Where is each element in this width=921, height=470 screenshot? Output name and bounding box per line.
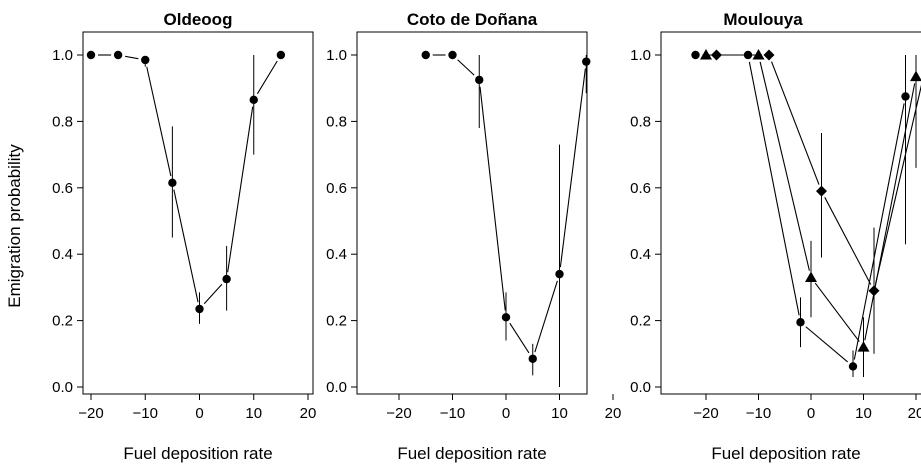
y-tick-label: 0.0: [630, 379, 651, 396]
data-layer: [691, 49, 921, 378]
data-point-triangle: [805, 271, 817, 282]
data-point-circle: [901, 92, 910, 101]
data-point-circle: [249, 95, 258, 105]
y-tick-label: 0.4: [52, 246, 73, 263]
series-line-segment: [457, 59, 475, 76]
panel-3: Moulouya 0.0 0.2 0.4 0.6 0.8 1.0 −20 −10 0 10 20 Fue…: [630, 10, 921, 463]
x-tick-label: 20: [908, 405, 921, 422]
data-point-circle: [421, 50, 430, 60]
data-point-triangle: [700, 49, 712, 60]
x-tick-label: −20: [693, 405, 718, 422]
panel-title: Moulouya: [723, 10, 803, 29]
data-point-circle: [528, 354, 537, 363]
y-tick-label: 0.8: [326, 113, 347, 130]
series-line-segment: [824, 197, 872, 285]
y-tick-label: 0.6: [326, 180, 347, 197]
data-point-circle: [113, 50, 123, 60]
series-line-segment: [203, 283, 223, 305]
data-point-circle: [168, 178, 177, 188]
panel-title: Coto de Doñana: [407, 10, 538, 29]
data-point-circle: [448, 50, 457, 60]
series-line-segment: [853, 103, 905, 360]
series-line-segment: [173, 189, 199, 303]
y-tick-label: 0.8: [630, 113, 651, 130]
data-point-circle: [475, 75, 484, 85]
plot-frame: [660, 31, 921, 395]
y-tick-label: 0.0: [52, 379, 73, 396]
x-tick-label: −20: [386, 405, 411, 422]
x-axis-label: Fuel deposition rate: [711, 444, 860, 463]
y-tick-label: 0.6: [52, 180, 73, 197]
data-point-circle: [276, 50, 286, 60]
x-tick-label: 0: [195, 405, 203, 422]
x-tick-label: −20: [78, 405, 103, 422]
y-tick-label: 0.6: [630, 180, 651, 197]
data-point-circle: [141, 55, 150, 65]
x-tick-label: 20: [300, 405, 317, 422]
data-layer: [86, 50, 286, 324]
data-point-circle: [86, 50, 96, 60]
x-tick-label: 0: [502, 405, 510, 422]
data-point-triangle: [857, 341, 870, 352]
y-tick-label: 0.4: [630, 246, 651, 263]
x-tick-label: 20: [605, 405, 622, 422]
data-point-triangle: [752, 49, 765, 60]
data-point-diamond: [816, 185, 827, 197]
y-axis-label: Emigration probability: [5, 144, 24, 308]
x-tick-label: 10: [245, 405, 262, 422]
data-point-circle: [582, 57, 591, 66]
series-line-segment: [875, 84, 921, 285]
data-point-diamond: [868, 285, 880, 297]
data-point-circle: [555, 269, 564, 279]
y-tick-label: 0.2: [326, 313, 347, 330]
data-point-circle: [222, 274, 231, 284]
data-layer: [421, 50, 591, 387]
series-line-segment: [864, 83, 916, 341]
x-tick-label: −10: [746, 405, 771, 422]
x-tick-label: 0: [807, 405, 815, 422]
y-tick-label: 0.8: [52, 113, 73, 130]
data-point-circle: [501, 313, 511, 322]
series-line-segment: [805, 326, 848, 363]
y-tick-label: 1.0: [630, 47, 651, 64]
x-tick-label: 10: [855, 405, 872, 422]
x-tick-label: −10: [440, 405, 465, 422]
panel-1: Oldeoog 0.0 0.2 0.4 0.6 0.8 1.0 −20 −10 0 10 20 Fuel…: [52, 10, 316, 463]
series-line-segment: [759, 61, 810, 271]
data-point-diamond: [763, 49, 775, 61]
series-line-segment: [227, 106, 254, 273]
series-line-segment: [256, 60, 278, 95]
y-tick-label: 0.2: [630, 313, 651, 330]
data-point-circle: [195, 304, 204, 314]
data-point-circle: [796, 318, 805, 327]
x-axis-label: Fuel deposition rate: [123, 444, 272, 463]
series-line-segment: [748, 61, 800, 316]
series-line-segment: [124, 55, 139, 60]
series-line-segment: [814, 282, 860, 342]
panel-title: Oldeoog: [164, 10, 233, 29]
data-point-diamond: [711, 49, 722, 61]
y-tick-label: 1.0: [326, 47, 347, 64]
y-tick-label: 0.2: [52, 313, 73, 330]
series-line-segment: [559, 68, 586, 268]
series-line-segment: [771, 61, 820, 185]
series-line-segment: [146, 66, 172, 177]
plot-frame: [356, 31, 588, 395]
x-tick-label: −10: [133, 405, 158, 422]
panel-2: Coto de Doñana 0.0 0.2 0.4 0.6 0.8 1.0 −20 −10 0 1…: [326, 10, 621, 463]
y-tick-label: 1.0: [52, 47, 73, 64]
series-line-segment: [509, 322, 530, 354]
y-tick-label: 0.0: [326, 379, 347, 396]
data-point-circle: [691, 50, 700, 60]
plot-frame: [82, 31, 314, 395]
y-tick-label: 0.4: [326, 246, 347, 263]
x-tick-label: 10: [551, 405, 568, 422]
series-line-segment: [534, 280, 558, 353]
data-point-circle: [848, 362, 858, 371]
series-line-segment: [479, 86, 506, 311]
data-point-triangle: [910, 70, 921, 82]
x-axis-label: Fuel deposition rate: [397, 444, 546, 463]
